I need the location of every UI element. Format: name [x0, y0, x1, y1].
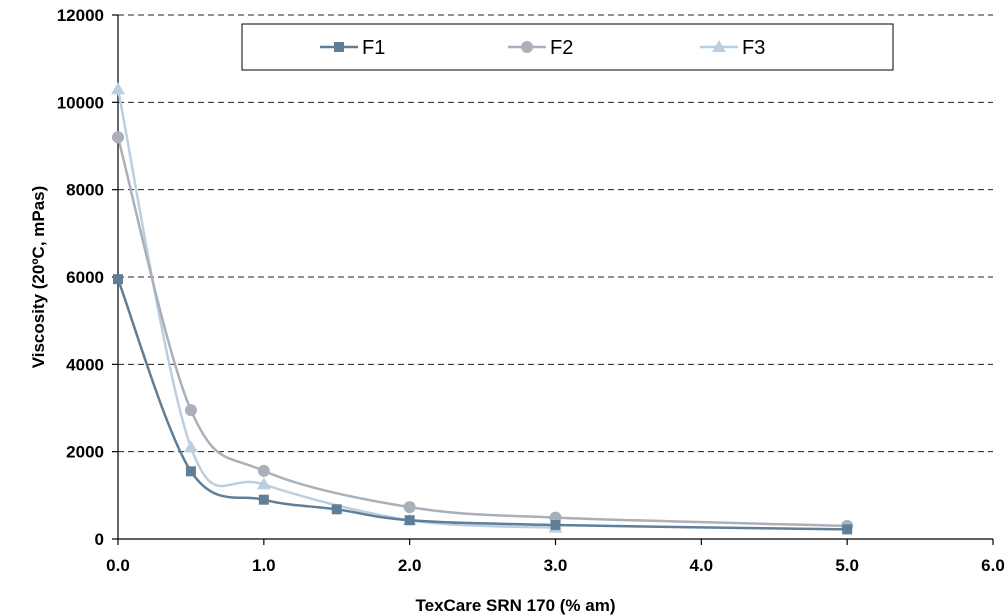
x-tick-label: 2.0: [398, 556, 422, 575]
data-point-f1: [185, 466, 196, 477]
y-tick-label: 12000: [57, 6, 104, 25]
x-axis-title: TexCare SRN 170 (% am): [416, 596, 616, 615]
legend-label: F3: [742, 37, 765, 59]
data-point-f1: [842, 524, 853, 535]
y-tick-label: 10000: [57, 93, 104, 112]
legend-label: F2: [550, 37, 573, 59]
x-tick-label: 3.0: [544, 556, 568, 575]
legend-item-f2: F2: [508, 37, 573, 59]
legend-item-f1: F1: [320, 37, 385, 59]
series-group: [111, 82, 854, 535]
legend-marker: [712, 40, 726, 52]
data-point-f2: [112, 131, 124, 144]
data-point-f2: [257, 464, 270, 477]
data-point-f1: [258, 494, 269, 505]
series-f2: [112, 131, 854, 532]
y-tick-label: 4000: [66, 355, 104, 374]
data-point-f2: [184, 404, 197, 417]
series-line-f2: [116, 136, 848, 528]
y-tick-label: 2000: [66, 443, 104, 462]
x-tick-label: 5.0: [835, 556, 859, 575]
series-f1: [113, 274, 853, 535]
legend-item-f3: F3: [700, 37, 765, 59]
legend-marker: [334, 42, 344, 52]
data-point-f2: [403, 501, 416, 514]
y-axis-title: Viscosity (20ºC, mPas): [29, 186, 48, 369]
data-point-f3: [111, 82, 125, 95]
y-tick-label: 8000: [66, 181, 104, 200]
series-line-f3: [116, 88, 556, 529]
legend-label: F1: [362, 37, 385, 59]
gridlines: [118, 14, 993, 453]
data-point-f1: [550, 520, 561, 531]
axes: 0 2000 4000 6000 8000 10000 12000 0.0 1.0 2.0 3.0 4…: [57, 6, 1005, 575]
data-point-f1: [331, 504, 342, 515]
x-tick-label: 1.0: [252, 556, 276, 575]
x-tick-label: 4.0: [690, 556, 714, 575]
data-point-f3: [183, 440, 198, 453]
y-tick-label: 6000: [66, 268, 104, 287]
x-tick-label: 0.0: [106, 556, 130, 575]
legend-marker: [521, 41, 533, 53]
series-f3: [111, 82, 563, 533]
data-point-f1: [113, 274, 123, 285]
data-point-f3: [256, 477, 271, 490]
legend: F1 F2 F3: [241, 23, 894, 71]
data-point-f1: [404, 515, 415, 526]
x-tick-label: 6.0: [981, 556, 1005, 575]
series-line-f1: [116, 278, 848, 531]
y-tick-label: 0: [95, 530, 104, 549]
